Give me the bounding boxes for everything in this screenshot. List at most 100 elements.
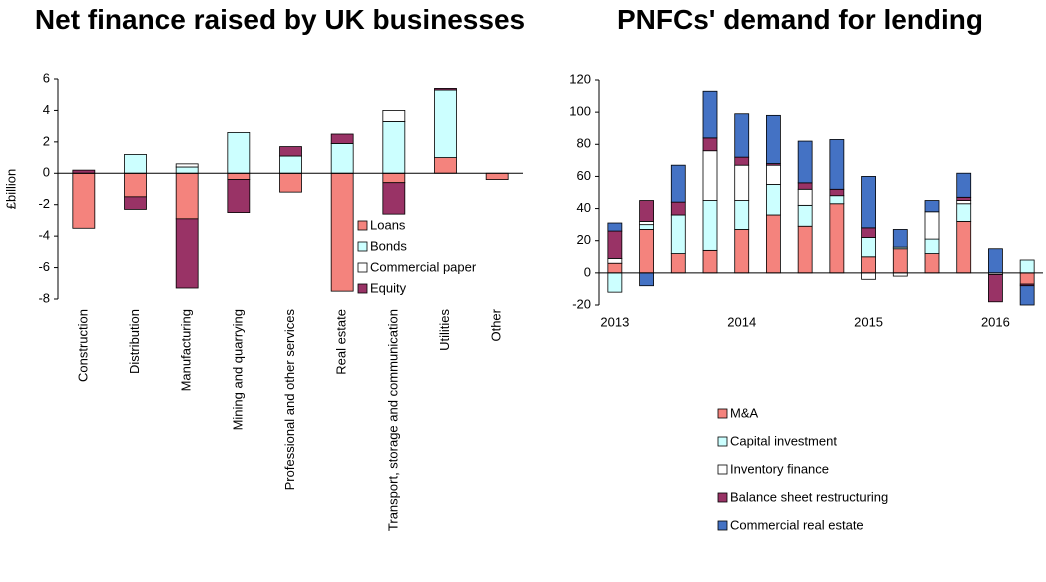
x-tick-label: Real estate <box>334 309 349 375</box>
chart-title: Net finance raised by UK businesses <box>34 4 526 35</box>
bar <box>829 195 845 205</box>
y-tick-label: -4 <box>38 228 50 243</box>
legend-label: M&A <box>730 405 759 420</box>
bar <box>72 172 96 229</box>
bar <box>734 229 750 274</box>
bar <box>382 172 406 184</box>
bar <box>924 211 940 240</box>
y-tick-label: 40 <box>577 200 591 215</box>
bar <box>988 248 1003 274</box>
bar <box>829 139 845 190</box>
y-tick-label: 6 <box>43 70 50 85</box>
bar <box>175 218 199 289</box>
y-tick-label: 0 <box>584 264 591 279</box>
bar <box>670 201 686 216</box>
bar <box>702 137 718 152</box>
y-tick-label: -6 <box>38 259 50 274</box>
bar <box>607 230 623 259</box>
bar <box>382 121 406 174</box>
y-tick-label: 2 <box>43 133 50 148</box>
legend-label: Commercial real estate <box>730 517 864 532</box>
bar <box>124 154 147 174</box>
bar <box>956 196 972 201</box>
bar <box>797 188 813 206</box>
bar <box>797 140 813 184</box>
y-tick-label: -8 <box>38 290 50 305</box>
bar <box>924 238 940 254</box>
x-tick-label: 2013 <box>600 314 629 329</box>
legend-swatch <box>357 241 368 252</box>
legend-swatch <box>357 283 368 294</box>
legend-label: Bonds <box>370 238 407 253</box>
x-tick-label: Professional and other services <box>282 309 297 491</box>
x-tick-label: Distribution <box>127 309 142 374</box>
bar <box>861 256 876 274</box>
bar <box>434 89 457 158</box>
bar <box>861 176 876 229</box>
bar <box>956 172 972 198</box>
x-tick-label: Utilities <box>437 309 452 351</box>
y-tick-label: -20 <box>572 296 591 311</box>
x-tick-label: Manufacturing <box>179 309 194 391</box>
y-tick-label: 80 <box>577 136 591 151</box>
bar <box>670 164 686 203</box>
bar <box>382 182 406 215</box>
bar <box>279 155 302 174</box>
bar <box>607 222 623 232</box>
chart-title: PNFCs' demand for lending <box>616 4 983 35</box>
bar <box>734 156 750 166</box>
bar <box>330 172 354 292</box>
legend-label: Commercial paper <box>370 259 477 274</box>
bar <box>124 196 147 210</box>
bar <box>702 150 718 201</box>
bar <box>434 157 457 174</box>
legend-swatch <box>357 262 368 273</box>
x-tick-label: Other <box>489 308 504 341</box>
bar <box>956 200 972 205</box>
bar <box>702 249 718 274</box>
y-tick-label: 60 <box>577 168 591 183</box>
bar <box>607 257 623 264</box>
bar <box>924 253 940 274</box>
bar <box>1019 259 1035 274</box>
bar <box>639 272 654 287</box>
x-tick-label: Transport, storage and communication <box>385 309 400 531</box>
bar <box>607 262 623 274</box>
legend-label: Capital investment <box>730 433 837 448</box>
bar <box>124 172 147 198</box>
bar <box>1019 272 1035 285</box>
bar <box>797 182 813 190</box>
bar <box>382 110 406 122</box>
x-tick-label: Construction <box>75 309 90 382</box>
bar <box>670 253 686 274</box>
bar <box>734 113 750 158</box>
bar <box>639 200 654 222</box>
bar <box>797 204 813 227</box>
bar <box>175 172 199 220</box>
y-tick-label: 4 <box>43 102 50 117</box>
bar <box>279 172 302 193</box>
bar <box>702 90 718 139</box>
bar <box>227 172 251 180</box>
legend-swatch <box>717 464 728 475</box>
bar <box>175 163 199 168</box>
bar <box>670 214 686 254</box>
y-tick-label: -2 <box>38 196 50 211</box>
bar <box>1019 285 1035 306</box>
bar <box>434 88 457 91</box>
bar <box>639 221 654 226</box>
bar <box>330 143 354 174</box>
bar <box>829 188 845 197</box>
legend-swatch <box>717 436 728 447</box>
bar <box>227 179 251 213</box>
bar <box>485 172 509 180</box>
legend-label: Inventory finance <box>730 461 829 476</box>
legend-swatch <box>717 520 728 531</box>
bar <box>734 200 750 230</box>
bar <box>279 146 302 157</box>
bar <box>766 184 781 216</box>
legend-swatch <box>717 408 728 419</box>
bar <box>924 200 940 213</box>
